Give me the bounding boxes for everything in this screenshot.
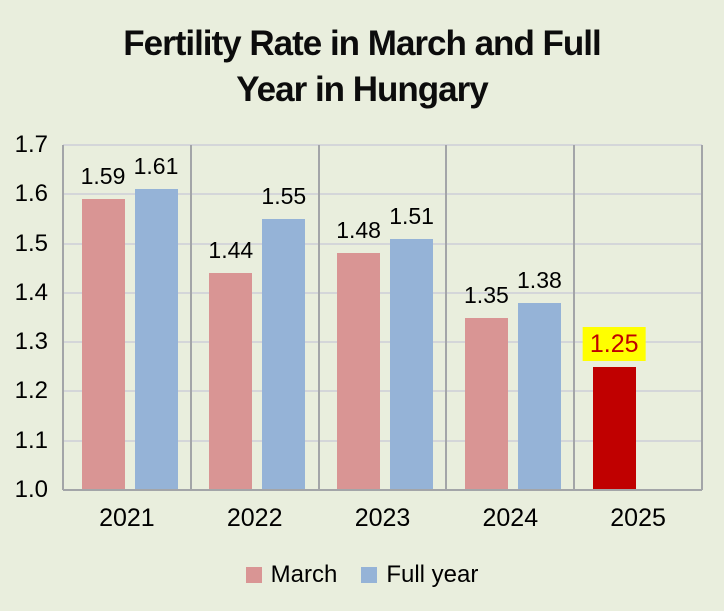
legend-label-full-year: Full year: [386, 561, 479, 588]
legend-swatch-full-year: [361, 567, 378, 583]
bar-march-2024: [464, 317, 508, 490]
x-axis-label-2025: 2025: [610, 504, 666, 532]
x-axis-label-2021: 2021: [99, 504, 155, 532]
chart-title-line2: Year in Hungary: [236, 70, 488, 109]
y-axis-line: [62, 145, 64, 490]
data-label-march-2021: 1.59: [80, 163, 126, 190]
category-separator: [445, 145, 448, 490]
category-separator: [317, 145, 320, 490]
gridline-1.1: [63, 439, 702, 442]
bar-full-year-2024: [517, 302, 561, 490]
chart-title-line1: Fertility Rate in March and Full: [123, 24, 602, 63]
data-label-march-2022: 1.44: [208, 237, 254, 264]
y-axis-label-1.1: 1.1: [14, 426, 48, 454]
category-separator: [573, 145, 576, 490]
data-label-march-2023: 1.48: [336, 217, 381, 244]
x-axis-label-2023: 2023: [354, 504, 411, 532]
chart-title: Fertility Rate in March and Full Year in…: [0, 21, 724, 113]
data-label-full-year-2021: 1.61: [133, 153, 179, 180]
data-label-march-2025: 1.25: [582, 326, 646, 361]
category-separator: [189, 145, 192, 490]
gridline-1.4: [63, 291, 702, 294]
legend-item-march: March: [245, 561, 338, 589]
bar-march-2025: [592, 366, 636, 490]
y-axis-label-1.6: 1.6: [14, 180, 48, 208]
bar-full-year-2022: [262, 218, 306, 490]
gridline-1.5: [63, 242, 702, 245]
legend-swatch-march: [245, 567, 262, 583]
bar-full-year-2021: [134, 189, 178, 490]
legend-label-march: March: [270, 561, 338, 588]
bar-march-2021: [81, 199, 125, 490]
y-axis-label-1.2: 1.2: [14, 377, 48, 405]
gridline-1.6: [63, 193, 702, 196]
data-label-march-2024: 1.35: [464, 281, 509, 308]
y-axis-label-1.4: 1.4: [14, 278, 48, 306]
y-axis-label-1.5: 1.5: [14, 229, 48, 257]
y-axis-label-1.3: 1.3: [14, 328, 48, 356]
gridline-1.3: [63, 341, 702, 344]
x-axis-label-2024: 2024: [482, 504, 539, 532]
gridline-1.2: [63, 390, 702, 393]
y-axis-label-1.7: 1.7: [14, 131, 48, 158]
data-label-full-year-2024: 1.38: [517, 266, 562, 293]
x-axis-label-2022: 2022: [226, 504, 283, 532]
gridline-1.0: [63, 489, 702, 491]
bar-march-2022: [209, 273, 253, 490]
bar-chart-plot-area: 1.59 1.44 1.48 1.35 1.25 1.61 1.55 1.51 1.38: [62, 144, 703, 491]
gridline-1.7: [63, 144, 702, 146]
data-label-full-year-2022: 1.55: [261, 182, 307, 209]
plot-right-border: [701, 145, 703, 490]
y-axis-label-1.0: 1.0: [14, 476, 48, 503]
bar-march-2023: [337, 253, 381, 490]
bar-full-year-2023: [390, 238, 434, 490]
legend-item-full-year: Full year: [361, 561, 478, 589]
chart-legend: March Full year: [0, 561, 724, 589]
data-label-full-year-2023: 1.51: [389, 202, 434, 229]
